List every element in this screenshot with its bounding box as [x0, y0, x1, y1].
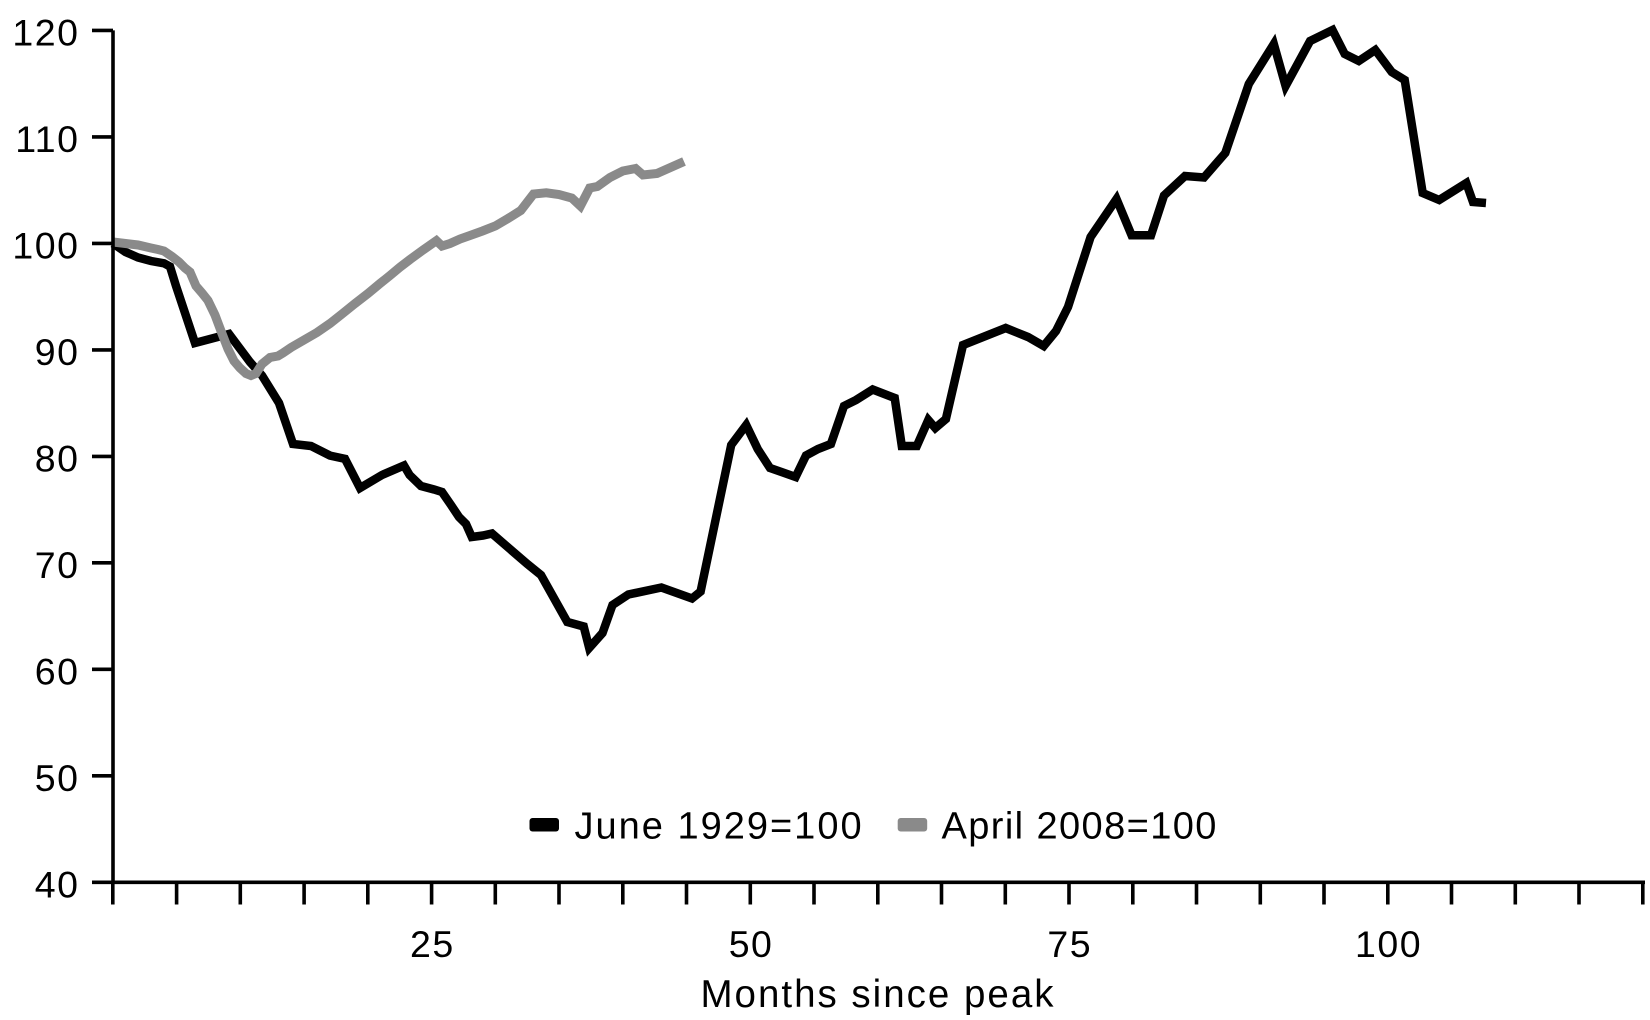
- svg-text:90: 90: [35, 331, 80, 373]
- svg-text:June 1929=100: June 1929=100: [575, 806, 864, 848]
- svg-text:75: 75: [1047, 923, 1092, 965]
- svg-text:110: 110: [15, 118, 79, 160]
- svg-text:Months since peak: Months since peak: [700, 973, 1055, 1016]
- svg-text:100: 100: [1355, 923, 1422, 965]
- svg-text:70: 70: [35, 544, 80, 586]
- svg-text:April 2008=100: April 2008=100: [942, 806, 1218, 848]
- svg-text:80: 80: [35, 438, 80, 480]
- svg-text:50: 50: [35, 757, 80, 799]
- svg-text:60: 60: [35, 651, 80, 693]
- svg-text:100: 100: [12, 225, 79, 267]
- svg-text:120: 120: [12, 12, 79, 54]
- svg-text:25: 25: [410, 923, 455, 965]
- svg-text:50: 50: [729, 923, 774, 965]
- svg-text:40: 40: [35, 864, 80, 906]
